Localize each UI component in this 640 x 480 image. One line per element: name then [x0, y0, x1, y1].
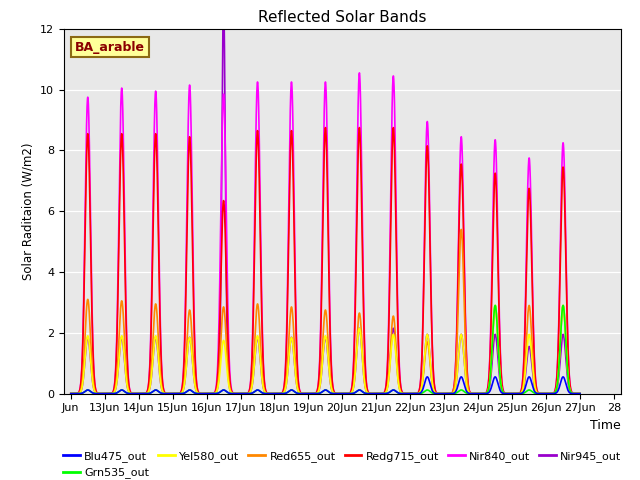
Yel580_out	[176, 391, 184, 396]
Legend: Blu475_out, Grn535_out, Yel580_out, Red655_out, Redg715_out, Nir840_out, Nir945_: Blu475_out, Grn535_out, Yel580_out, Red6…	[59, 446, 626, 480]
Blu475_out	[576, 391, 584, 396]
Nir945_out	[176, 391, 184, 396]
Blu475_out	[67, 391, 75, 396]
Y-axis label: Solar Raditaion (W/m2): Solar Raditaion (W/m2)	[22, 143, 35, 280]
Nir945_out	[67, 391, 75, 396]
Yel580_out	[468, 391, 476, 396]
Nir840_out	[396, 365, 403, 371]
Nir840_out	[575, 391, 582, 396]
Line: Blu475_out: Blu475_out	[71, 377, 580, 394]
Grn535_out	[170, 391, 178, 396]
Redg715_out	[468, 391, 476, 396]
Redg715_out	[257, 297, 265, 302]
Red655_out	[458, 227, 465, 232]
X-axis label: Time: Time	[590, 419, 621, 432]
Yel580_out	[257, 370, 265, 376]
Line: Redg715_out: Redg715_out	[71, 128, 580, 394]
Yel580_out	[67, 391, 75, 396]
Blu475_out	[396, 390, 403, 396]
Nir945_out	[170, 391, 178, 396]
Red655_out	[396, 384, 403, 390]
Grn535_out	[67, 391, 75, 396]
Nir840_out	[576, 391, 584, 396]
Red655_out	[576, 391, 584, 396]
Nir840_out	[170, 391, 178, 396]
Grn535_out	[576, 391, 584, 396]
Red655_out	[468, 391, 476, 396]
Line: Nir840_out: Nir840_out	[71, 73, 580, 394]
Yel580_out	[576, 391, 584, 396]
Line: Red655_out: Red655_out	[71, 229, 580, 394]
Blu475_out	[559, 374, 567, 380]
Grn535_out	[575, 391, 582, 396]
Blu475_out	[170, 391, 178, 396]
Line: Yel580_out: Yel580_out	[71, 305, 580, 394]
Yel580_out	[396, 385, 403, 391]
Nir945_out	[576, 391, 584, 396]
Redg715_out	[576, 391, 584, 396]
Line: Grn535_out: Grn535_out	[71, 305, 580, 394]
Nir945_out	[396, 385, 403, 391]
Redg715_out	[67, 391, 75, 396]
Redg715_out	[176, 390, 184, 396]
Blu475_out	[176, 391, 184, 396]
Text: BA_arable: BA_arable	[75, 41, 145, 54]
Grn535_out	[257, 389, 265, 395]
Nir945_out	[220, 0, 227, 1]
Nir945_out	[468, 391, 476, 396]
Nir840_out	[355, 70, 363, 76]
Nir840_out	[67, 391, 75, 396]
Redg715_out	[575, 391, 582, 396]
Grn535_out	[176, 391, 184, 396]
Nir945_out	[258, 372, 266, 377]
Redg715_out	[390, 125, 397, 131]
Red655_out	[170, 391, 178, 396]
Yel580_out	[575, 391, 582, 396]
Red655_out	[176, 391, 184, 396]
Redg715_out	[396, 369, 403, 375]
Blu475_out	[575, 391, 582, 396]
Red655_out	[257, 359, 265, 364]
Red655_out	[575, 391, 582, 396]
Grn535_out	[468, 391, 476, 396]
Title: Reflected Solar Bands: Reflected Solar Bands	[258, 10, 427, 25]
Line: Nir945_out: Nir945_out	[71, 0, 580, 394]
Nir840_out	[257, 279, 265, 285]
Nir840_out	[468, 391, 476, 396]
Red655_out	[67, 391, 75, 396]
Nir840_out	[176, 390, 184, 396]
Yel580_out	[559, 302, 567, 308]
Blu475_out	[468, 391, 476, 396]
Redg715_out	[170, 391, 178, 396]
Yel580_out	[170, 391, 178, 396]
Grn535_out	[396, 390, 403, 396]
Grn535_out	[559, 302, 567, 308]
Nir945_out	[575, 391, 582, 396]
Blu475_out	[257, 389, 265, 395]
